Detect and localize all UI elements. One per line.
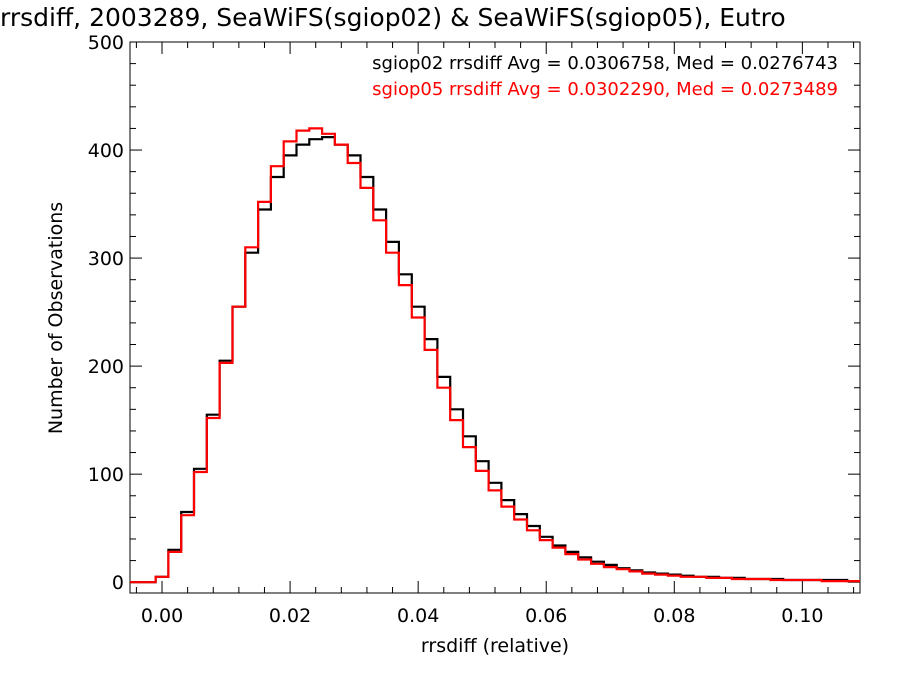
y-tick-label: 200 bbox=[88, 356, 124, 378]
annotation-sgiop02-stats: sgiop02 rrsdiff Avg = 0.0306758, Med = 0… bbox=[372, 53, 838, 74]
y-tick-label: 400 bbox=[88, 140, 124, 162]
x-tick-label: 0.04 bbox=[397, 605, 439, 627]
y-axis-label: Number of Observations bbox=[45, 202, 67, 434]
y-tick-label: 300 bbox=[88, 248, 124, 270]
y-tick-label: 500 bbox=[88, 32, 124, 54]
x-tick-label: 0.00 bbox=[141, 605, 183, 627]
series-line-sgiop02 bbox=[130, 136, 860, 584]
y-tick-label: 0 bbox=[112, 572, 124, 594]
series-line-sgiop05 bbox=[130, 127, 860, 584]
series-lines bbox=[130, 127, 860, 584]
plot-border bbox=[129, 41, 861, 594]
x-tick-label: 0.02 bbox=[269, 605, 311, 627]
chart-title: rrsdiff, 2003289, SeaWiFS(sgiop02) & Sea… bbox=[0, 3, 786, 32]
y-axis: 0 100 200 300 400 500 bbox=[88, 32, 860, 594]
x-tick-label: 0.10 bbox=[781, 605, 823, 627]
x-axis-label: rrsdiff (relative) bbox=[421, 635, 569, 657]
x-tick-label: 0.08 bbox=[653, 605, 695, 627]
annotation-sgiop05-stats: sgiop05 rrsdiff Avg = 0.0302290, Med = 0… bbox=[372, 79, 838, 100]
plot-frame bbox=[129, 41, 861, 594]
x-tick-label: 0.06 bbox=[525, 605, 567, 627]
y-tick-label: 100 bbox=[88, 464, 124, 486]
x-axis: 0.00 0.02 0.04 0.06 0.08 0.10 bbox=[135, 42, 855, 627]
